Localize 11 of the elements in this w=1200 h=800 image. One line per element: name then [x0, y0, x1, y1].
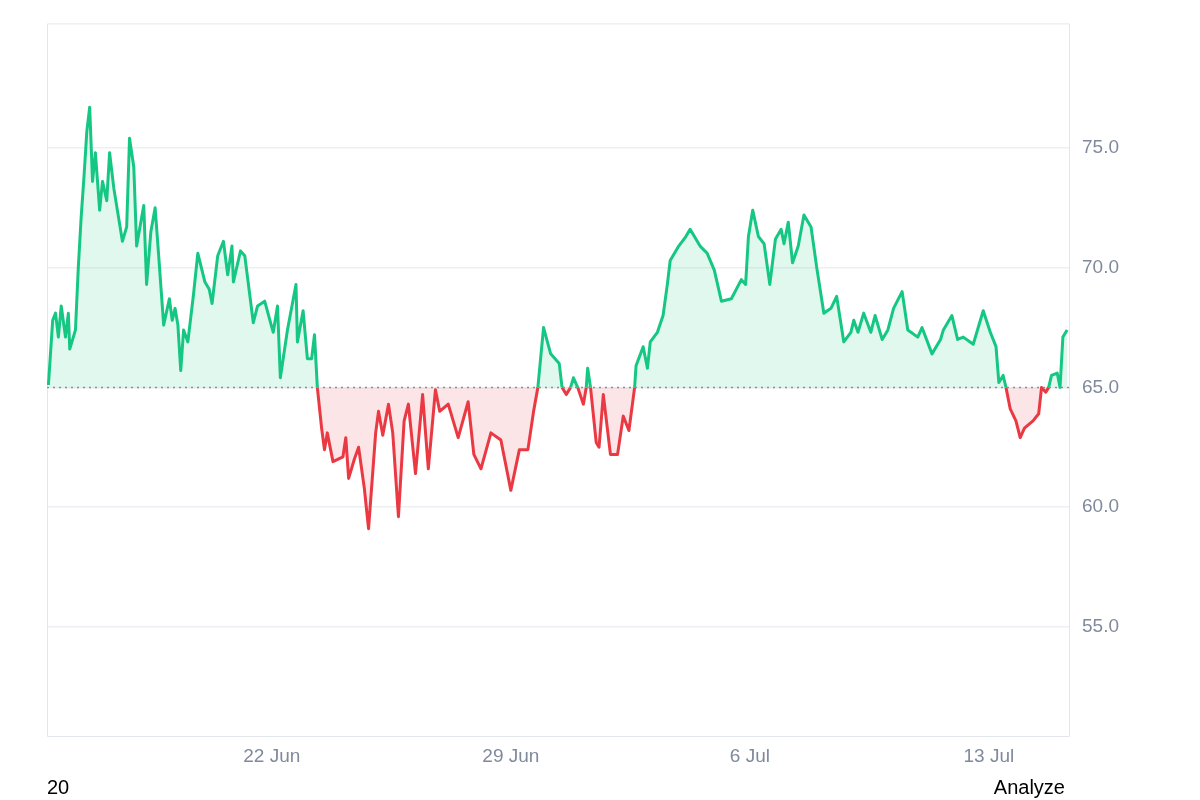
x-tick-label: 29 Jun	[482, 744, 540, 766]
y-tick-label: 70.0	[1082, 255, 1119, 277]
y-tick-label: 75.0	[1082, 136, 1119, 158]
x-tick-label: 13 Jul	[963, 744, 1015, 766]
y-tick-label: 60.0	[1082, 495, 1119, 517]
text: 20	[47, 776, 70, 799]
x-tick-label: 6 Jul	[729, 744, 770, 766]
x-tick-label: 22 Jun	[243, 744, 301, 766]
y-tick-label: 55.0	[1082, 615, 1119, 637]
text: Analyze	[993, 776, 1065, 799]
y-tick-label: 65.0	[1082, 375, 1119, 397]
